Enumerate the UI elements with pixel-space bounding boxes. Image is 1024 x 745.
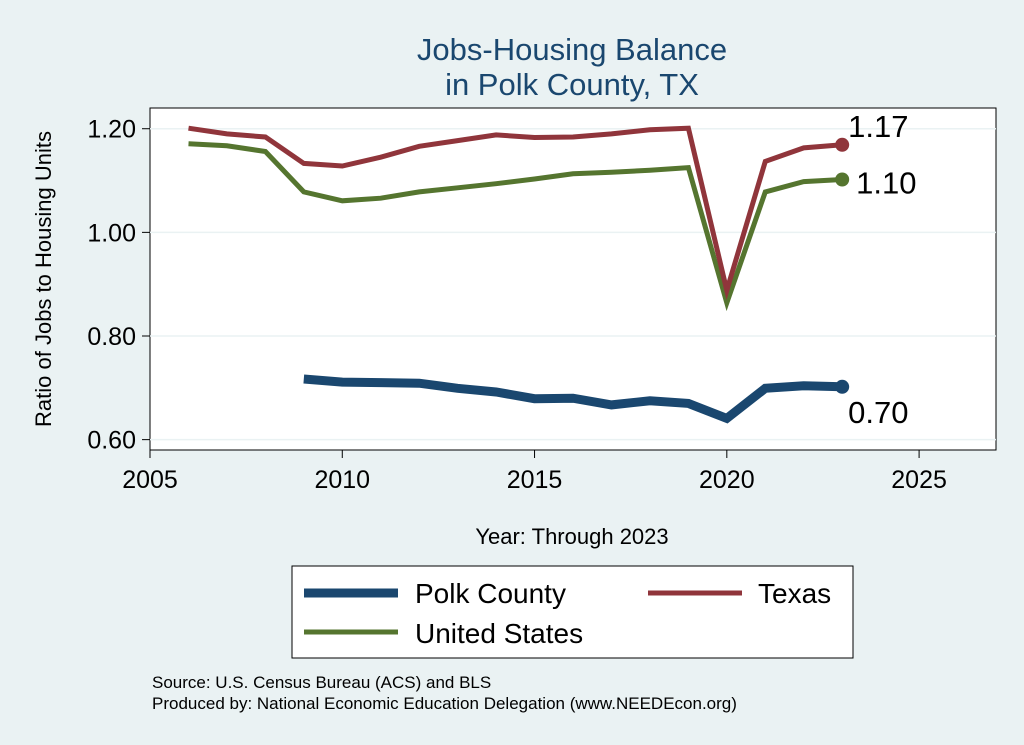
- y-tick-label-2: 1.00: [87, 219, 136, 247]
- series-end-label-united-states: 1.10: [856, 166, 916, 201]
- legend-label-united-states: United States: [415, 618, 583, 649]
- chart-title-line-1: Jobs-Housing Balance: [417, 32, 727, 67]
- legend-label-polk-county: Polk County: [415, 578, 566, 609]
- legend: Polk County Texas United States: [291, 565, 854, 659]
- legend-label-texas: Texas: [758, 578, 831, 609]
- series-line-united-states: [188, 141, 843, 312]
- legend-box: [291, 565, 854, 659]
- series-end-label-texas: 1.17: [848, 109, 908, 144]
- x-axis: 2005 2010 2015 2020 2025: [122, 450, 947, 494]
- chart-title-line-2: in Polk County, TX: [445, 67, 699, 102]
- grid-lines: [150, 127, 996, 441]
- x-tick-label-2: 2015: [507, 466, 563, 494]
- source-note: Source: U.S. Census Bureau (ACS) and BLS: [152, 673, 491, 692]
- plot-area: [149, 107, 997, 451]
- y-tick-label-0: 0.60: [87, 427, 136, 455]
- x-tick-label-0: 2005: [122, 466, 178, 494]
- x-axis-title: Year: Through 2023: [475, 524, 668, 549]
- x-tick-label-1: 2010: [314, 466, 370, 494]
- series-end-marker-polk-county: [835, 379, 850, 394]
- series-line-polk-county: [303, 374, 843, 424]
- y-axis-title: Ratio of Jobs to Housing Units: [31, 131, 56, 427]
- series-end-marker-texas: [835, 137, 850, 152]
- y-axis: 0.60 0.80 1.00 1.20: [87, 116, 150, 455]
- x-tick-label-3: 2020: [699, 466, 755, 494]
- series-end-label-polk-county: 0.70: [848, 395, 908, 430]
- series-end-marker-united-states: [835, 172, 850, 187]
- producer-note: Produced by: National Economic Education…: [152, 694, 737, 713]
- x-tick-label-4: 2025: [891, 466, 947, 494]
- series-line-texas: [188, 125, 843, 301]
- y-tick-label-3: 1.20: [87, 116, 136, 144]
- series-layer: 1.10 1.17 0.70: [188, 109, 917, 430]
- y-tick-label-1: 0.80: [87, 323, 136, 351]
